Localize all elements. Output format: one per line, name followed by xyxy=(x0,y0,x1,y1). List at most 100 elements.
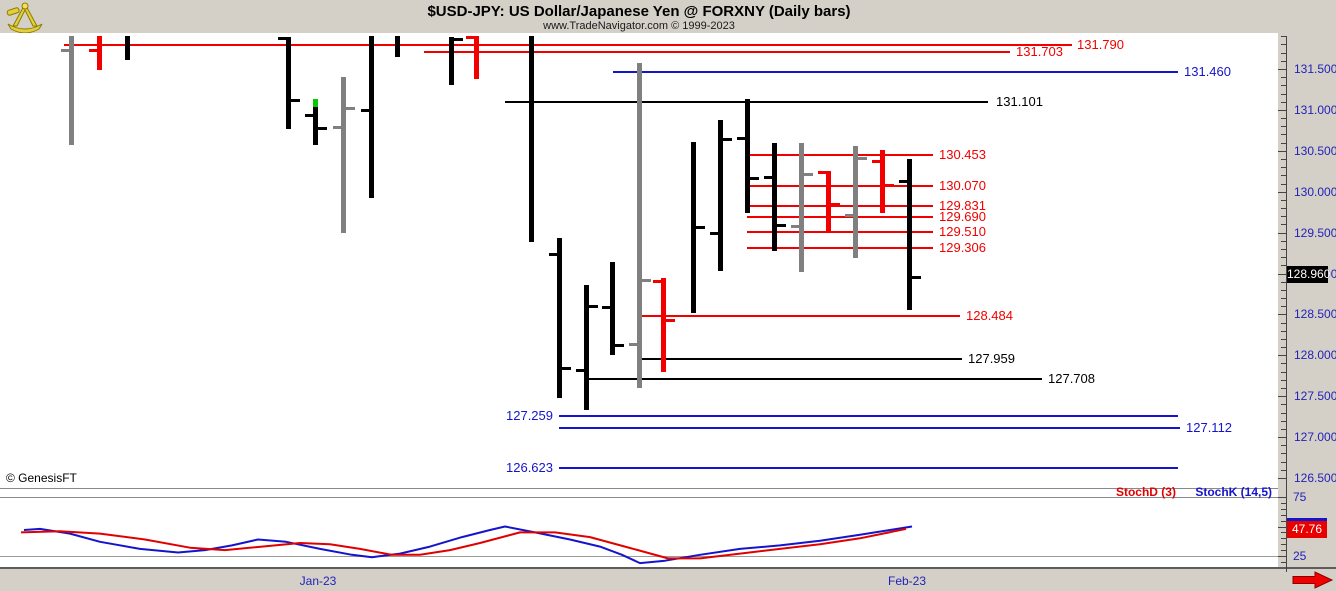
price-axis-tick xyxy=(1281,331,1286,332)
ohlc-bar xyxy=(661,278,666,372)
ohlc-open-tick xyxy=(361,109,370,112)
ohlc-close-tick xyxy=(912,276,921,279)
ohlc-open-tick xyxy=(872,160,881,163)
level-line-127.112 xyxy=(559,427,1180,429)
price-axis-tick xyxy=(1281,298,1286,299)
price-axis-tick xyxy=(1281,118,1286,119)
price-axis-tick xyxy=(1281,143,1286,144)
panel-divider-top xyxy=(0,488,1278,489)
ohlc-open-tick xyxy=(278,37,287,40)
level-label: 127.112 xyxy=(1186,420,1233,435)
ohlc-bar xyxy=(474,36,479,79)
price-axis-tick xyxy=(1281,53,1286,54)
ohlc-bar xyxy=(745,99,750,213)
ohlc-bar xyxy=(772,143,777,251)
ohlc-close-tick xyxy=(696,226,705,229)
stoch-axis-tick xyxy=(1281,562,1286,563)
level-line-127.959 xyxy=(640,358,962,360)
genesisft-watermark: © GenesisFT xyxy=(6,471,77,485)
stoch-axis-tick xyxy=(1281,503,1286,504)
ohlc-open-tick xyxy=(764,176,773,179)
price-axis-tick xyxy=(1281,44,1286,45)
ohlc-close-tick xyxy=(291,99,300,102)
ohlc-bar xyxy=(610,262,615,355)
stoch-axis-tick xyxy=(1281,544,1286,545)
price-axis-tick xyxy=(1278,69,1286,70)
level-label: 129.306 xyxy=(939,240,986,255)
price-axis-tick xyxy=(1281,208,1286,209)
ohlc-close-tick xyxy=(831,203,840,206)
price-axis-tick xyxy=(1281,388,1286,389)
price-axis-tick xyxy=(1281,462,1286,463)
ohlc-open-tick xyxy=(89,49,98,52)
price-axis-tick xyxy=(1278,355,1286,356)
chart-subtitle: www.TradeNavigator.com © 1999-2023 xyxy=(543,20,735,32)
ohlc-close-tick xyxy=(723,138,732,141)
price-axis-tick xyxy=(1281,413,1286,414)
ohlc-close-tick xyxy=(589,305,598,308)
stoch-axis-tick xyxy=(1278,497,1286,498)
price-axis-tick xyxy=(1281,257,1286,258)
price-axis-tick xyxy=(1278,437,1286,438)
price-axis-tick-label: 131.500 xyxy=(1294,62,1336,76)
price-axis-tick xyxy=(1281,404,1286,405)
ohlc-bar xyxy=(313,107,318,145)
ohlc-close-tick xyxy=(346,107,355,110)
level-label: 129.510 xyxy=(939,224,986,239)
ohlc-bar xyxy=(97,36,102,70)
price-axis-tick xyxy=(1281,200,1286,201)
stoch-axis-75: 75 xyxy=(1293,490,1307,504)
stoch-25-level-line xyxy=(0,556,1278,557)
price-axis-tick xyxy=(1281,224,1286,225)
ohlc-bar xyxy=(369,36,374,198)
price-axis-tick xyxy=(1281,380,1286,381)
ohlc-close-tick xyxy=(885,184,894,187)
ohlc-open-tick xyxy=(333,126,342,129)
price-axis-tick xyxy=(1278,274,1286,275)
ohlc-open-tick xyxy=(710,232,719,235)
price-axis-tick xyxy=(1281,372,1286,373)
price-axis-tick xyxy=(1281,184,1286,185)
price-axis-line xyxy=(1286,36,1287,572)
level-line-131.790 xyxy=(64,44,1072,46)
price-axis-tick xyxy=(1281,126,1286,127)
ohlc-open-tick xyxy=(737,137,746,140)
ohlc-open-tick xyxy=(576,369,585,372)
level-label: 131.101 xyxy=(996,94,1043,109)
ohlc-bar xyxy=(341,77,346,233)
ohlc-bar xyxy=(853,146,858,258)
ohlc-close-tick xyxy=(858,157,867,160)
stoch-axis-25: 25 xyxy=(1293,549,1307,563)
ohlc-open-tick xyxy=(61,49,70,52)
stoch-legend: StochD (3) StochK (14,5) xyxy=(700,485,1272,499)
level-label: 131.790 xyxy=(1077,37,1124,52)
chart-title: $USD-JPY: US Dollar/Japanese Yen @ FORXN… xyxy=(427,3,851,20)
ohlc-bar xyxy=(584,285,589,410)
ohlc-open-tick xyxy=(791,225,800,228)
stochd-value-box: 47.76 xyxy=(1287,521,1327,538)
ohlc-close-tick xyxy=(562,367,571,370)
price-axis-tick xyxy=(1281,61,1286,62)
price-axis-tick xyxy=(1278,396,1286,397)
level-label: 129.831 xyxy=(939,198,986,213)
ohlc-close-tick xyxy=(454,38,463,41)
level-line-129.831 xyxy=(747,205,933,207)
ohlc-open-tick xyxy=(899,180,908,183)
ohlc-bar xyxy=(799,143,804,272)
time-axis-label-jan23: Jan-23 xyxy=(299,574,337,588)
scroll-right-arrow[interactable] xyxy=(1292,571,1334,589)
price-axis-tick-label: 130.500 xyxy=(1294,144,1336,158)
stoch-axis-tick xyxy=(1278,556,1286,557)
stoch-axis-tick xyxy=(1281,550,1286,551)
level-line-126.623 xyxy=(559,467,1178,469)
ohlc-open-tick xyxy=(653,280,662,283)
level-line-127.708 xyxy=(587,378,1042,380)
price-axis-tick xyxy=(1281,445,1286,446)
price-axis-tick xyxy=(1281,347,1286,348)
price-axis-tick xyxy=(1281,36,1286,37)
price-axis-tick xyxy=(1281,339,1286,340)
ohlc-open-tick xyxy=(549,253,558,256)
price-axis-tick xyxy=(1281,167,1286,168)
ohlc-bar xyxy=(880,150,885,213)
price-axis-tick-label: 127.000 xyxy=(1294,430,1336,444)
